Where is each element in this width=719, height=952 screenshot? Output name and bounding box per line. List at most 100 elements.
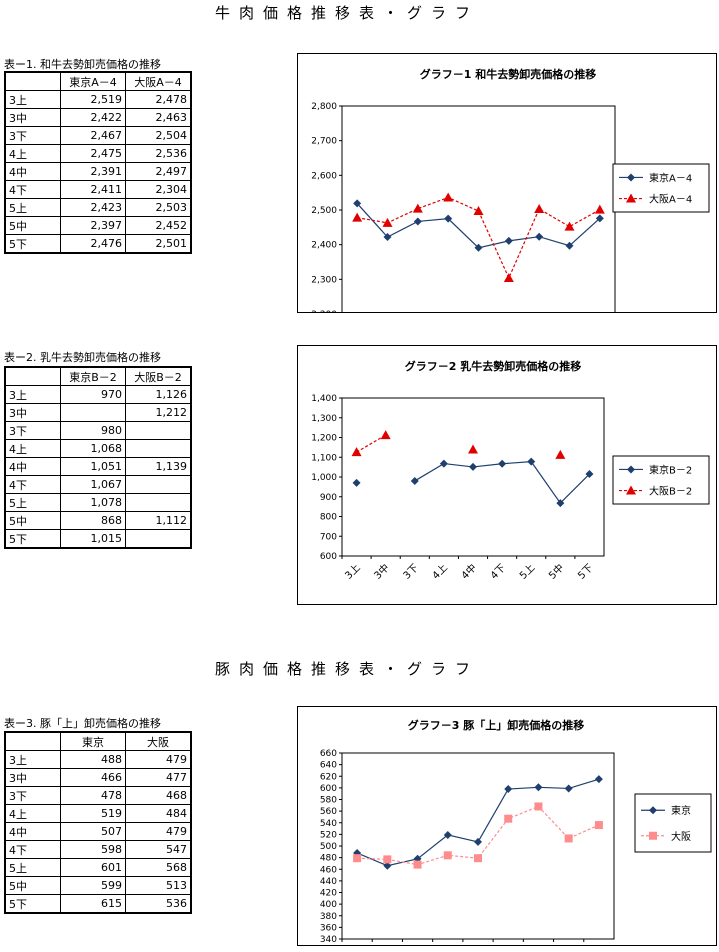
column-header: 東京 — [60, 731, 126, 751]
table-header-row: 東京 大阪 — [4, 731, 192, 751]
price-cell: 1,112 — [125, 511, 192, 530]
price-cell: 468 — [125, 786, 192, 805]
y-tick-label: 2,600 — [311, 171, 337, 181]
table-row: 4下 2,411 2,304 — [4, 180, 192, 199]
period-cell: 3下 — [4, 421, 61, 440]
table-row: 4下 598 547 — [4, 840, 192, 859]
period-cell: 5下 — [4, 234, 61, 254]
legend-label: 東京 — [671, 804, 691, 817]
legend-label: 大阪B－2 — [649, 485, 692, 498]
y-tick-label: 1,000 — [311, 473, 337, 483]
data-point — [595, 214, 604, 223]
y-tick-label: 1,100 — [311, 453, 337, 463]
period-cell: 4上 — [4, 144, 61, 163]
data-point — [594, 204, 605, 214]
data-point — [352, 212, 363, 222]
plot-area — [341, 397, 605, 557]
data-point — [474, 243, 483, 252]
data-point — [534, 783, 543, 792]
series-line — [356, 434, 386, 453]
data-point — [444, 214, 453, 223]
legend-box — [634, 793, 712, 853]
period-cell: 5上 — [4, 493, 61, 512]
y-tick-label: 440 — [320, 877, 337, 887]
period-cell: 3上 — [4, 750, 61, 769]
table-row: 4中 507 479 — [4, 822, 192, 841]
pork-section-title: 豚肉価格推移表・グラフ — [215, 660, 480, 678]
x-tick-label: 5上 — [517, 562, 537, 582]
data-point — [383, 233, 392, 242]
beef-section-title: 牛肉価格推移表・グラフ — [215, 4, 480, 22]
period-cell: 3下 — [4, 786, 61, 805]
data-point — [534, 203, 545, 213]
price-cell — [125, 421, 192, 440]
data-point — [383, 855, 392, 864]
x-tick-label: 3中 — [373, 944, 394, 945]
column-header: 大阪 — [125, 731, 192, 751]
series-line — [357, 196, 601, 280]
price-cell: 2,536 — [125, 144, 192, 163]
period-cell: 4中 — [4, 162, 61, 181]
y-tick-label: 560 — [320, 807, 337, 817]
price-cell: 479 — [125, 750, 192, 769]
price-cell — [125, 475, 192, 494]
period-cell: 4上 — [4, 439, 61, 458]
table-1-wagyu-prices: 東京A－4 大阪A－4 3上 2,519 2,478 3中 2,422 2,463 3下 2,46… — [4, 71, 192, 254]
chart-title: グラフ－3 豚「上」卸売価格の推移 — [408, 718, 584, 732]
data-point — [473, 206, 484, 216]
legend-label: 大阪A－4 — [649, 193, 692, 206]
legend-label: 東京B－2 — [649, 463, 692, 476]
y-tick-label: 2,200 — [311, 310, 337, 312]
data-point — [443, 830, 452, 839]
table-row: 5上 1,078 — [4, 493, 192, 512]
price-cell: 2,452 — [125, 216, 192, 235]
period-cell: 4上 — [4, 804, 61, 823]
y-tick-label: 1,200 — [311, 434, 337, 444]
table-row: 4上 519 484 — [4, 804, 192, 823]
legend-label: 東京A－4 — [649, 171, 692, 184]
table-row: 4中 1,051 1,139 — [4, 457, 192, 476]
legend-marker — [649, 806, 657, 815]
period-cell: 5下 — [4, 529, 61, 549]
chart-title: グラフ－2 乳牛去勢卸売価格の推移 — [405, 359, 581, 373]
price-cell: 2,475 — [60, 144, 126, 163]
price-cell: 547 — [125, 840, 192, 859]
price-cell: 2,478 — [125, 90, 192, 109]
price-cell: 2,467 — [60, 126, 126, 145]
price-cell: 2,504 — [125, 126, 192, 145]
y-tick-label: 2,800 — [311, 102, 337, 112]
table-row: 3下 980 — [4, 421, 192, 440]
legend-label: 大阪 — [671, 830, 691, 843]
price-cell: 2,497 — [125, 162, 192, 181]
period-cell: 4中 — [4, 822, 61, 841]
data-point — [380, 430, 391, 440]
x-tick-label: 3上 — [343, 562, 363, 582]
column-header: 大阪B－2 — [125, 366, 192, 386]
data-point — [565, 241, 574, 250]
chart-2-panel: グラフ－2 乳牛去勢卸売価格の推移 600 700 800 900 1,000 1,100 1… — [297, 345, 717, 605]
price-cell: 1,139 — [125, 457, 192, 476]
period-cell: 5下 — [4, 894, 61, 914]
table-row: 4下 1,067 — [4, 475, 192, 494]
price-cell: 2,519 — [60, 90, 126, 109]
period-cell: 3上 — [4, 385, 61, 404]
table-1-caption: 表ー1. 和牛去勢卸売価格の推移 — [4, 58, 161, 71]
data-point — [556, 499, 565, 508]
table-row: 3下 478 468 — [4, 786, 192, 805]
price-cell: 2,501 — [125, 234, 192, 254]
x-tick-label: 5下 — [576, 562, 595, 581]
data-point — [585, 470, 594, 479]
period-cell: 5中 — [4, 216, 61, 235]
y-tick-label: 1,300 — [311, 414, 337, 424]
price-cell: 1,078 — [60, 493, 126, 512]
price-cell: 1,051 — [60, 457, 126, 476]
y-tick-label: 420 — [320, 889, 337, 899]
table-row: 5中 599 513 — [4, 876, 192, 895]
price-cell: 599 — [60, 876, 126, 895]
price-cell: 1,126 — [125, 385, 192, 404]
price-cell — [125, 493, 192, 512]
table-row: 5下 2,476 2,501 — [4, 234, 192, 254]
plot-area — [341, 752, 615, 940]
y-tick-label: 640 — [320, 761, 337, 771]
column-header — [4, 71, 61, 91]
